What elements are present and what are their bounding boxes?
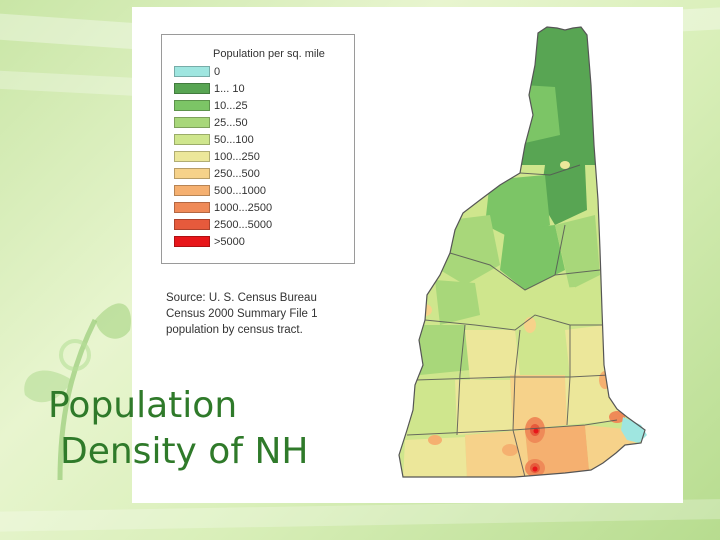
slide-title: Population Density of NH: [48, 383, 308, 475]
legend-swatch: [174, 202, 210, 213]
legend-swatch: [174, 219, 210, 230]
leaf-decoration-icon: [24, 303, 131, 480]
legend-label: 50...100: [214, 133, 254, 146]
legend-item: 100...250: [174, 150, 260, 163]
slide-title-line: Population: [48, 385, 238, 426]
legend-item: 50...100: [174, 133, 254, 146]
legend-item: 2500...5000: [174, 218, 272, 231]
legend-item: 1000...2500: [174, 201, 272, 214]
legend-label: 25...50: [214, 116, 248, 129]
legend-swatch: [174, 134, 210, 145]
slide-title-line: Density of NH: [60, 431, 309, 472]
legend-title: Population per sq. mile: [213, 48, 325, 60]
background-stripe: [0, 498, 720, 532]
legend-swatch: [174, 185, 210, 196]
legend-item: 0: [174, 65, 220, 78]
source-note: Source: U. S. Census Bureau Census 2000 …: [166, 290, 317, 338]
nh-density-map: [398, 26, 647, 478]
legend-label: 100...250: [214, 150, 260, 163]
legend-item: >5000: [174, 235, 245, 248]
legend-label: 2500...5000: [214, 218, 273, 231]
legend-item: 250...500: [174, 167, 260, 180]
legend-swatch: [174, 151, 210, 162]
legend-swatch: [174, 168, 210, 179]
legend-item: 500...1000: [174, 184, 266, 197]
legend-label: 10...25: [214, 99, 248, 112]
legend-label: 0: [214, 65, 221, 78]
legend-label: >5000: [214, 235, 245, 248]
legend-swatch: [174, 83, 210, 94]
legend-swatch: [174, 117, 210, 128]
source-line: Source: U. S. Census Bureau: [166, 292, 317, 304]
legend-swatch: [174, 100, 210, 111]
legend-label: 1... 10: [214, 82, 245, 95]
source-line: population by census tract.: [166, 324, 303, 336]
legend-label: 1000...2500: [214, 201, 273, 214]
map-legend: Population per sq. mile 0 1... 10 10...2…: [161, 34, 355, 264]
legend-label: 250...500: [214, 167, 260, 180]
legend-item: 1... 10: [174, 82, 245, 95]
legend-swatch: [174, 236, 210, 247]
legend-item: 25...50: [174, 116, 248, 129]
source-line: Census 2000 Summary File 1: [166, 308, 318, 320]
legend-swatch: [174, 66, 210, 77]
legend-label: 500...1000: [214, 184, 266, 197]
legend-item: 10...25: [174, 99, 248, 112]
